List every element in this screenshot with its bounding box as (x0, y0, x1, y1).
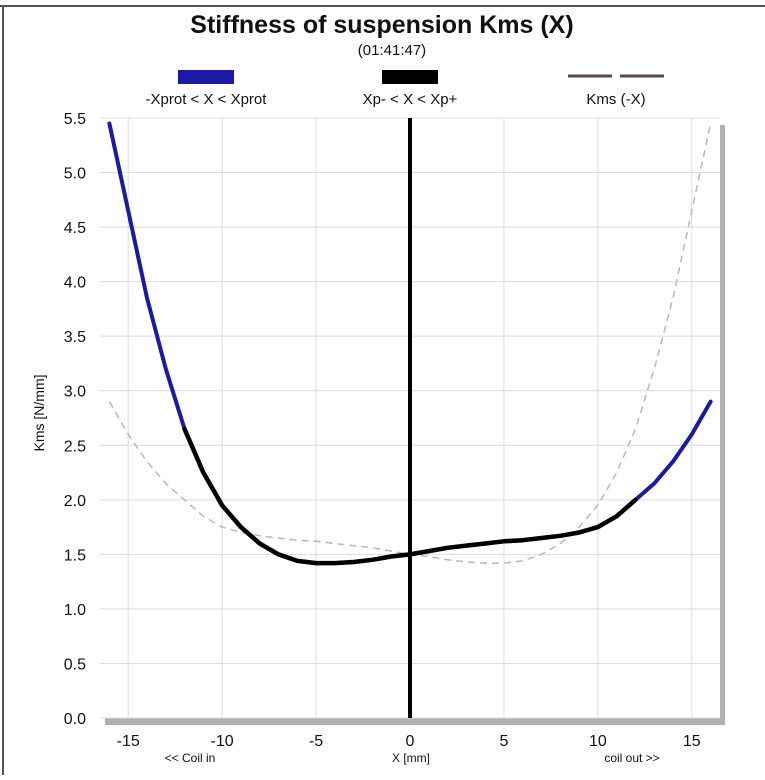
top-border (0, 5, 765, 7)
y-tick-label-2: 1.0 (64, 602, 86, 619)
y-tick-label-1: 0.5 (64, 656, 86, 673)
x-tick-label-1: -10 (211, 733, 234, 750)
legend: -Xprot < X < Xprot Xp- < X < Xp+ Kms (-X… (146, 70, 664, 108)
x-coil-in-note: << Coil in (165, 751, 216, 765)
y-tick-label-4: 2.0 (64, 493, 86, 510)
x-tick-label-3: 0 (406, 733, 415, 750)
chart-title: Stiffness of suspension Kms (X) (190, 11, 573, 39)
x-coil-out-note: coil out >> (604, 751, 659, 765)
y-tick-label-9: 4.5 (64, 220, 86, 237)
y-tick-label-0: 0.0 (64, 711, 86, 728)
x-tick-label-0: -15 (117, 733, 140, 750)
y-tick-label-3: 1.5 (64, 547, 86, 564)
y-tick-label-6: 3.0 (64, 384, 86, 401)
y-tick-label-10: 5.0 (64, 166, 86, 183)
y-tick-label-11: 5.5 (64, 111, 86, 128)
y-tick-label-7: 3.5 (64, 329, 86, 346)
x-axis-label: X [mm] (392, 751, 430, 765)
legend-swatch-1 (382, 70, 438, 84)
legend-swatch-0 (178, 70, 234, 84)
chart-subtitle: (01:41:47) (358, 42, 426, 59)
y-tick-labels: 0.0 0.5 1.0 1.5 2.0 2.5 3.0 3.5 4.0 4.5 5.0 5.5 (64, 111, 86, 728)
x-tick-label-6: 15 (683, 733, 701, 750)
left-border (2, 5, 4, 775)
x-tick-label-5: 10 (589, 733, 607, 750)
legend-label-1: Xp- < X < Xp+ (363, 91, 458, 108)
x-tick-label-4: 5 (499, 733, 508, 750)
x-tick-labels: -15 -10 -5 0 5 10 15 (117, 733, 701, 750)
y-tick-label-8: 4.0 (64, 275, 86, 292)
y-axis-label: Kms [N/mm] (31, 375, 47, 452)
legend-label-2: Kms (-X) (586, 91, 645, 108)
y-tick-label-5: 2.5 (64, 438, 86, 455)
legend-label-0: -Xprot < X < Xprot (146, 91, 268, 108)
data-series (107, 118, 713, 718)
x-tick-label-2: -5 (309, 733, 323, 750)
